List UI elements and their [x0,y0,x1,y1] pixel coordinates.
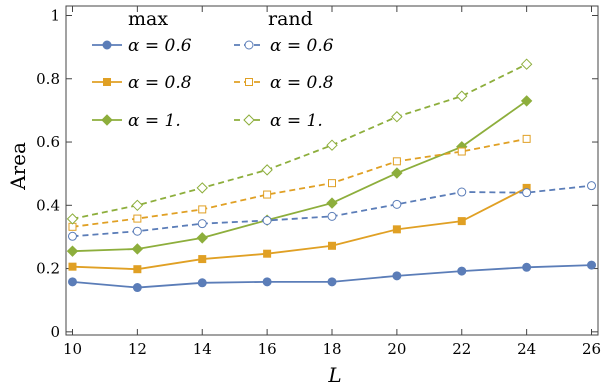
x-tick-label: 16 [258,340,277,358]
legend-header-max: max [128,8,168,30]
data-point [523,263,531,271]
legend-entry: α = 0.6 [92,36,192,56]
data-point [327,198,337,208]
legend: max rand α = 0.6 α = 0.8 α = 1. α = 0.6 α = … [92,8,334,131]
legend-marker [244,115,254,125]
data-point [68,278,76,286]
x-tick-label: 20 [387,340,406,358]
y-tick-label: 1 [50,6,60,24]
y-tick-label: 0.4 [36,196,60,214]
axis-ticks: 10 12 14 16 18 20 22 24 26 0 0.2 0.4 0.6 0.8 1 [36,6,601,358]
data-point [329,242,336,249]
series-layer [67,59,595,291]
data-point [523,135,530,142]
data-point [457,91,467,101]
data-point [69,263,76,270]
data-point [68,232,76,240]
x-tick-label: 18 [322,340,341,358]
data-point [328,278,336,286]
data-point [262,165,272,175]
legend-marker [102,115,112,125]
legend-label: α = 1. [128,111,181,131]
data-point [264,191,271,198]
data-point [393,200,401,208]
data-point [393,158,400,165]
legend-label: α = 0.6 [270,36,334,56]
y-tick-label: 0.6 [36,133,60,151]
data-point [197,183,207,193]
data-point [393,226,400,233]
x-tick-label: 22 [452,340,471,358]
data-point [199,206,206,213]
legend-marker [103,41,111,49]
data-point [263,216,271,224]
legend-header-rand: rand [268,8,313,30]
legend-entry: α = 0.8 [234,73,334,93]
data-point [392,112,402,122]
data-point [458,148,465,155]
data-point [67,214,77,224]
legend-label: α = 0.8 [270,73,334,93]
legend-entry: α = 0.6 [234,36,334,56]
data-point [198,279,206,287]
data-point [132,200,142,210]
data-point [458,188,466,196]
data-point [264,250,271,257]
legend-entry: α = 1. [92,111,181,131]
data-point [133,284,141,292]
data-point [263,278,271,286]
data-point [132,244,142,254]
data-point [327,140,337,150]
data-point [458,267,466,275]
data-point [523,189,531,197]
data-point [522,59,532,69]
legend-entry: α = 0.8 [92,73,192,93]
legend-marker [245,41,253,49]
legend-marker [246,79,253,86]
y-tick-label: 0.2 [36,260,60,278]
data-point [134,266,141,273]
data-point [588,182,596,190]
series-rand-3 [68,182,595,241]
legend-label: α = 1. [270,111,323,131]
y-tick-label: 0 [50,323,60,341]
legend-marker [104,79,111,86]
data-point [328,212,336,220]
legend-label: α = 0.6 [128,36,192,56]
x-tick-label: 14 [193,340,212,358]
data-point [392,168,402,178]
data-point [67,246,77,256]
data-point [329,180,336,187]
data-point [393,272,401,280]
x-tick-label: 12 [128,340,147,358]
data-point [133,227,141,235]
data-point [197,233,207,243]
data-point [458,218,465,225]
series-line [72,186,591,237]
x-tick-label: 10 [63,340,82,358]
data-point [134,215,141,222]
data-point [588,261,596,269]
data-point [198,220,206,228]
x-axis-title: L [327,363,341,387]
data-point [199,256,206,263]
legend-entry: α = 1. [234,111,323,131]
legend-label: α = 0.8 [128,73,192,93]
y-axis-title: Area [6,142,30,191]
x-tick-label: 24 [517,340,536,358]
series-max-0 [68,261,595,291]
x-tick-label: 26 [582,340,601,358]
y-tick-label: 0.8 [36,70,60,88]
series-rand-4 [69,135,530,230]
